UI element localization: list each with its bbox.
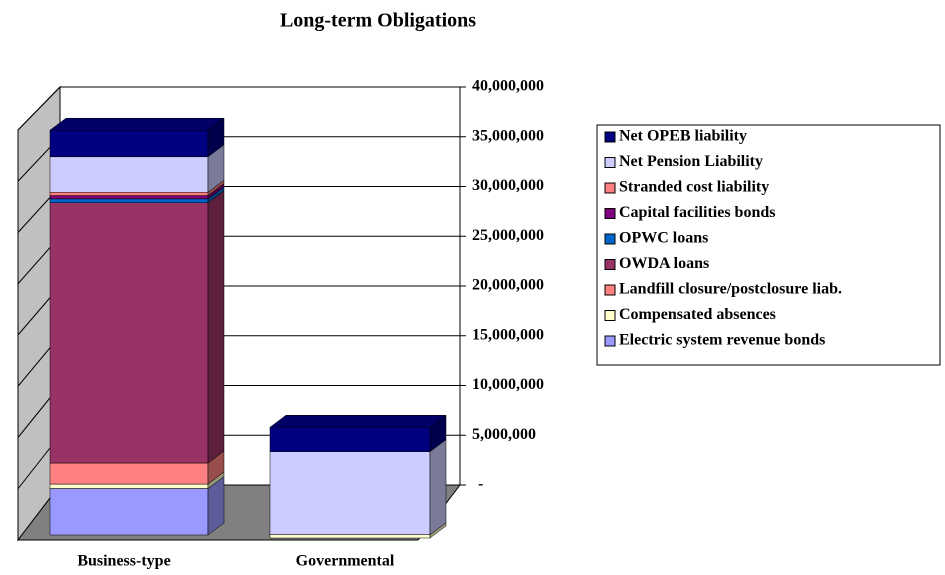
x-tick-label: Governmental [296, 553, 395, 570]
y-tick-label: 30,000,000 [472, 177, 544, 194]
bar-segment [49, 195, 209, 200]
legend-label: OWDA loans [619, 255, 709, 272]
legend-label: Stranded cost liability [619, 179, 769, 196]
bar-segment [49, 488, 209, 536]
legend-label: Net Pension Liability [619, 153, 763, 170]
bar-segment [49, 129, 209, 158]
legend-swatch [604, 259, 616, 270]
legend-label: Electric system revenue bonds [619, 332, 825, 349]
x-tick-label: Business-type [77, 553, 170, 570]
y-tick-label: 5,000,000 [472, 426, 536, 443]
bar-segment [269, 451, 431, 535]
legend-swatch [604, 233, 616, 245]
y-tick-label: 20,000,000 [472, 277, 544, 294]
bar-top [269, 415, 447, 428]
y-tick-label: 35,000,000 [472, 127, 544, 144]
legend-swatch [604, 310, 616, 321]
legend-swatch [604, 208, 616, 219]
y-tick-label: 25,000,000 [472, 227, 544, 244]
y-tick-label: - [478, 476, 483, 493]
legend-swatch [604, 335, 616, 347]
bar-segment [49, 198, 209, 203]
legend [596, 124, 941, 366]
bar-segment [269, 534, 431, 539]
legend-swatch [604, 131, 616, 143]
grid-line [17, 86, 61, 131]
bar-segment [269, 427, 431, 452]
legend-label: OPWC loans [619, 230, 708, 247]
bar-segment [49, 202, 209, 464]
bar-top [49, 117, 225, 131]
bar-side [207, 190, 225, 464]
legend-swatch [604, 284, 616, 296]
legend-swatch [604, 182, 616, 194]
bar-segment [49, 191, 209, 196]
chart-title: Long-term Obligations [280, 10, 476, 32]
legend-label: Capital facilities bonds [619, 204, 775, 221]
bar-segment [49, 462, 209, 485]
y-tick-label: 10,000,000 [472, 376, 544, 393]
bar-segment [49, 156, 209, 193]
legend-label: Landfill closure/postclosure liab. [619, 281, 842, 298]
y-tick-label: 40,000,000 [472, 78, 544, 95]
y-tick-label: 15,000,000 [472, 326, 544, 343]
legend-label: Compensated absences [619, 306, 776, 323]
legend-label: Net OPEB liability [619, 128, 747, 145]
bar-segment [49, 483, 209, 489]
bar-side [429, 439, 447, 536]
legend-swatch [604, 157, 616, 168]
